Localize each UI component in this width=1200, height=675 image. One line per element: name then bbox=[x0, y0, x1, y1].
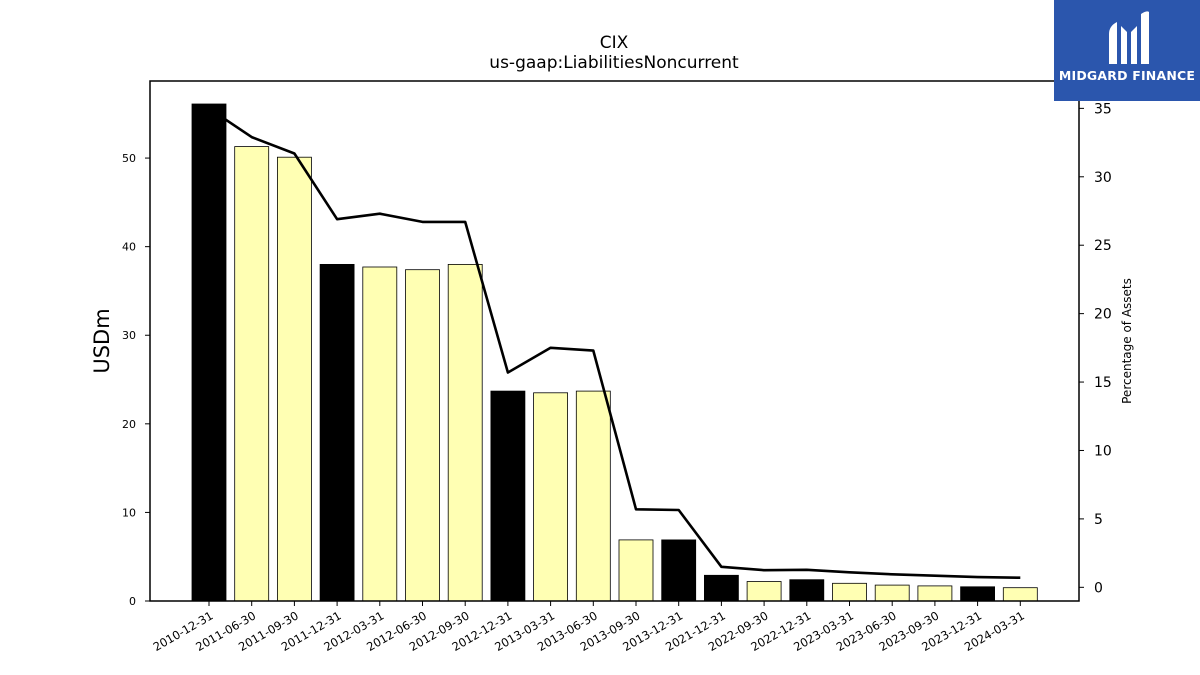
y-axis-label: USDm bbox=[90, 308, 114, 373]
bar-2022-12-31 bbox=[789, 579, 825, 602]
bar-2024-03-31 bbox=[1002, 587, 1038, 602]
y2-tick-label: 15 bbox=[1094, 375, 1112, 391]
bar-2023-12-31 bbox=[960, 586, 995, 602]
percentage-of-assets-line bbox=[208, 107, 1021, 579]
bar-2011-12-31 bbox=[319, 263, 355, 602]
bar-2012-03-31 bbox=[362, 266, 398, 602]
y-tick-label: 0 bbox=[129, 595, 136, 608]
y2-tick-label: 30 bbox=[1094, 170, 1112, 186]
midgard-logo-icon bbox=[1109, 11, 1149, 65]
logo-text: MIDGARD FINANCE bbox=[1058, 68, 1196, 83]
axis-ticks: 01020304050051015202530352010-12-312011-… bbox=[122, 101, 1112, 654]
plot-frame bbox=[149, 80, 1080, 602]
line-series bbox=[208, 107, 1021, 579]
bar-2013-06-30 bbox=[575, 390, 611, 602]
y-tick-label: 10 bbox=[122, 506, 136, 519]
y-tick-label: 20 bbox=[122, 418, 136, 431]
chart-subtitle: us-gaap:LiabilitiesNoncurrent bbox=[489, 53, 739, 73]
bar-2021-12-31 bbox=[704, 574, 739, 602]
y-tick-label: 30 bbox=[122, 329, 136, 342]
bar-2012-12-31 bbox=[490, 390, 526, 602]
bar-2012-06-30 bbox=[405, 269, 440, 602]
y2-tick-label: 0 bbox=[1094, 580, 1103, 596]
y2-tick-label: 10 bbox=[1094, 443, 1112, 459]
bar-2012-09-30 bbox=[447, 263, 483, 602]
chart-title: CIX bbox=[600, 33, 629, 53]
y2-axis-label: Percentage of Assets bbox=[1120, 278, 1134, 404]
y2-tick-label: 35 bbox=[1094, 101, 1112, 117]
bar-2013-12-31 bbox=[661, 539, 697, 602]
midgard-finance-logo: MIDGARD FINANCE bbox=[1054, 0, 1200, 101]
bar-2010-12-31 bbox=[191, 103, 227, 602]
bar-2011-09-30 bbox=[276, 156, 312, 602]
y2-tick-label: 20 bbox=[1094, 307, 1112, 323]
y2-tick-label: 5 bbox=[1094, 512, 1103, 528]
y-tick-label: 50 bbox=[122, 152, 136, 165]
y-tick-label: 40 bbox=[122, 241, 136, 254]
bar-series bbox=[191, 103, 1038, 602]
bar-2023-09-30 bbox=[917, 585, 953, 602]
y2-tick-label: 25 bbox=[1094, 238, 1112, 254]
bar-2022-09-30 bbox=[746, 581, 782, 602]
bar-2011-06-30 bbox=[234, 146, 270, 602]
bar-2023-06-30 bbox=[874, 584, 910, 602]
bar-2013-09-30 bbox=[618, 539, 654, 602]
bar-2023-03-31 bbox=[832, 582, 867, 602]
bar-2013-03-31 bbox=[533, 392, 568, 602]
